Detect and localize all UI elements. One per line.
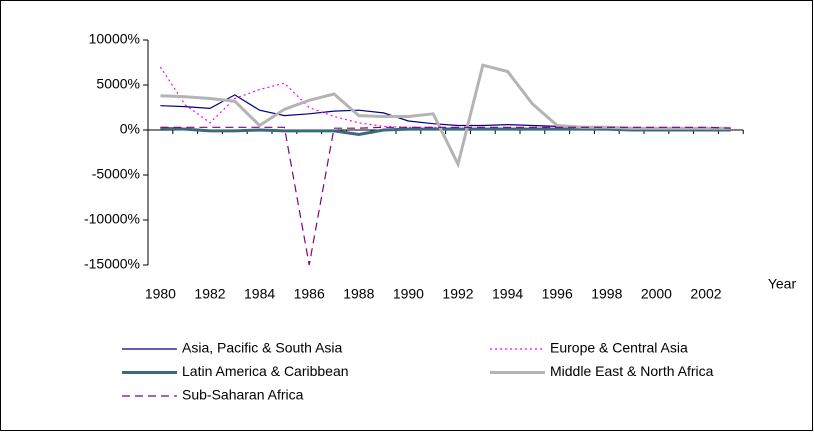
- x-tick-label: 1988: [343, 286, 374, 302]
- x-tick-label: 1984: [244, 286, 275, 302]
- x-axis-title: Year: [768, 276, 797, 292]
- legend-label: Latin America & Caribbean: [182, 363, 349, 379]
- series-line: [160, 126, 731, 266]
- y-tick-label: -15000%: [84, 256, 140, 272]
- series-line: [160, 63, 731, 169]
- y-tick-label: 10000%: [89, 31, 140, 47]
- legend-label: Europe & Central Asia: [550, 340, 688, 356]
- x-tick-label: 1994: [492, 286, 523, 302]
- y-tick-label: 5000%: [96, 76, 140, 92]
- x-tick-label: 1980: [145, 286, 176, 302]
- y-tick-label: 0%: [120, 121, 140, 137]
- x-tick-label: 1982: [194, 286, 225, 302]
- x-tick-label: 2000: [641, 286, 672, 302]
- legend-label: Middle East & North Africa: [550, 363, 714, 379]
- legend-label: Sub-Saharan Africa: [182, 387, 304, 403]
- x-tick-label: 2002: [690, 286, 721, 302]
- y-tick-label: -10000%: [84, 211, 140, 227]
- x-tick-label: 1990: [393, 286, 424, 302]
- legend-label: Asia, Pacific & South Asia: [182, 340, 343, 356]
- x-tick-label: 1996: [542, 286, 573, 302]
- series-line: [160, 126, 731, 137]
- x-tick-label: 1992: [442, 286, 473, 302]
- x-tick-label: 1986: [294, 286, 325, 302]
- y-tick-label: -5000%: [92, 166, 140, 182]
- x-tick-label: 1998: [591, 286, 622, 302]
